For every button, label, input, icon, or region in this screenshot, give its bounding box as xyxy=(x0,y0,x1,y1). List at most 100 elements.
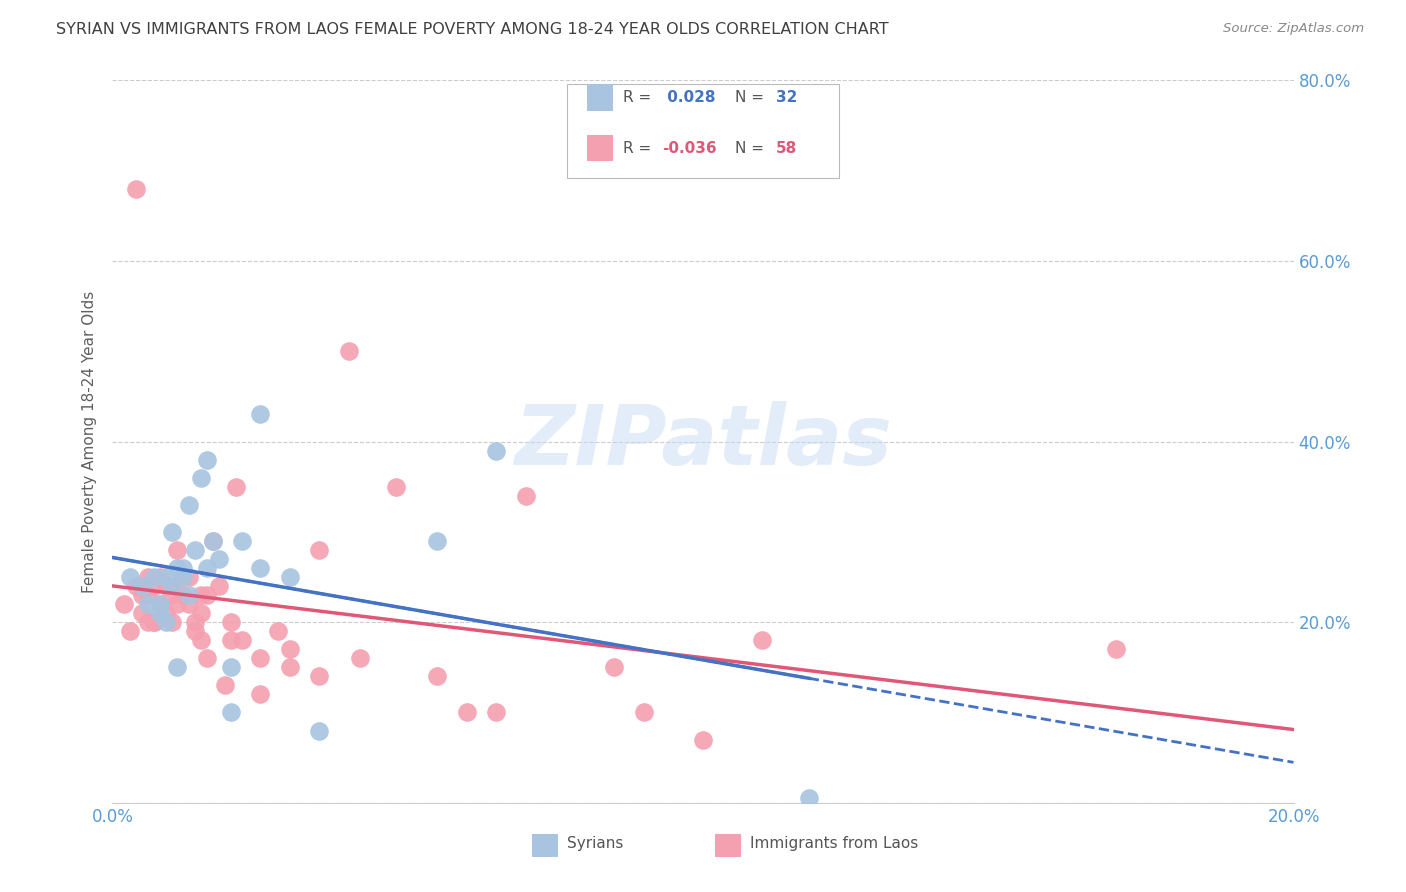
Point xyxy=(160,579,183,593)
Text: ZIPatlas: ZIPatlas xyxy=(515,401,891,482)
Point xyxy=(155,579,177,593)
Point xyxy=(155,606,177,620)
Point xyxy=(172,570,194,584)
Point xyxy=(190,633,212,648)
FancyBboxPatch shape xyxy=(531,834,558,857)
Point xyxy=(278,642,301,657)
Text: N =: N = xyxy=(735,90,769,105)
Point xyxy=(160,588,183,602)
FancyBboxPatch shape xyxy=(567,84,839,178)
Point xyxy=(1105,642,1128,657)
Point xyxy=(799,791,821,805)
Point xyxy=(385,480,408,494)
Point xyxy=(120,624,142,639)
Point xyxy=(278,570,301,584)
Point xyxy=(179,588,201,602)
Point xyxy=(219,706,242,720)
Text: 58: 58 xyxy=(776,141,797,155)
Point xyxy=(166,561,188,575)
Point xyxy=(219,615,242,630)
Point xyxy=(603,660,626,674)
Text: N =: N = xyxy=(735,141,769,155)
Text: Syrians: Syrians xyxy=(567,837,623,852)
Point xyxy=(426,533,449,548)
Point xyxy=(136,588,159,602)
Point xyxy=(166,660,188,674)
Point xyxy=(201,533,224,548)
Point xyxy=(172,570,194,584)
Point xyxy=(125,579,148,593)
Point xyxy=(349,651,371,665)
Point xyxy=(208,579,231,593)
Point xyxy=(142,615,165,630)
Text: -0.036: -0.036 xyxy=(662,141,716,155)
Point xyxy=(308,542,330,557)
Point xyxy=(172,588,194,602)
Text: Immigrants from Laos: Immigrants from Laos xyxy=(751,837,918,852)
Point xyxy=(195,452,218,467)
Point xyxy=(166,597,188,611)
FancyBboxPatch shape xyxy=(714,834,741,857)
Point xyxy=(184,542,207,557)
Point xyxy=(201,533,224,548)
Point xyxy=(195,651,218,665)
Point xyxy=(195,588,218,602)
Point xyxy=(219,633,242,648)
Point xyxy=(267,624,290,639)
Point xyxy=(155,570,177,584)
Text: R =: R = xyxy=(623,90,655,105)
Point xyxy=(308,723,330,738)
Point xyxy=(231,533,253,548)
Text: Source: ZipAtlas.com: Source: ZipAtlas.com xyxy=(1223,22,1364,36)
Point xyxy=(190,471,212,485)
Point xyxy=(179,597,201,611)
Point xyxy=(136,570,159,584)
Point xyxy=(142,579,165,593)
Point xyxy=(426,669,449,683)
Point xyxy=(249,408,271,422)
Point xyxy=(751,633,773,648)
Text: 32: 32 xyxy=(776,90,797,105)
Point xyxy=(125,182,148,196)
Point xyxy=(249,561,271,575)
Point xyxy=(184,624,207,639)
Point xyxy=(249,651,271,665)
Point xyxy=(179,570,201,584)
Point xyxy=(149,597,172,611)
Text: SYRIAN VS IMMIGRANTS FROM LAOS FEMALE POVERTY AMONG 18-24 YEAR OLDS CORRELATION : SYRIAN VS IMMIGRANTS FROM LAOS FEMALE PO… xyxy=(56,22,889,37)
Point xyxy=(208,552,231,566)
FancyBboxPatch shape xyxy=(588,135,613,161)
Point xyxy=(337,344,360,359)
Point xyxy=(160,524,183,539)
Point xyxy=(131,579,153,593)
Point xyxy=(225,480,247,494)
Point xyxy=(692,732,714,747)
Point xyxy=(149,597,172,611)
Text: 0.028: 0.028 xyxy=(662,90,716,105)
Point xyxy=(131,606,153,620)
Point xyxy=(231,633,253,648)
Point xyxy=(112,597,135,611)
Point xyxy=(136,615,159,630)
Point xyxy=(149,606,172,620)
Point xyxy=(190,588,212,602)
Point xyxy=(456,706,478,720)
FancyBboxPatch shape xyxy=(588,85,613,111)
Point xyxy=(190,606,212,620)
Point xyxy=(249,687,271,701)
Point xyxy=(195,561,218,575)
Point xyxy=(136,597,159,611)
Point xyxy=(172,561,194,575)
Point xyxy=(131,588,153,602)
Point xyxy=(515,489,537,503)
Point xyxy=(184,615,207,630)
Point xyxy=(160,615,183,630)
Y-axis label: Female Poverty Among 18-24 Year Olds: Female Poverty Among 18-24 Year Olds xyxy=(82,291,97,592)
Text: R =: R = xyxy=(623,141,655,155)
Point xyxy=(142,615,165,630)
Point xyxy=(179,498,201,512)
Point xyxy=(142,570,165,584)
Point xyxy=(214,678,236,692)
Point xyxy=(485,443,508,458)
Point xyxy=(120,570,142,584)
